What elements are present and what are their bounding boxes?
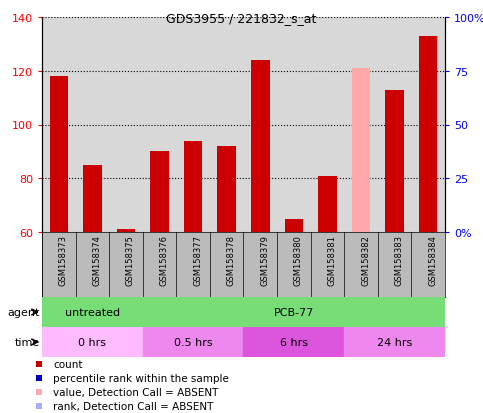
Bar [42,297,143,327]
Text: GSM158378: GSM158378 [227,235,236,285]
Text: 0.5 hrs: 0.5 hrs [174,337,213,347]
Text: GSM158382: GSM158382 [361,235,370,285]
Bar [419,37,438,233]
Text: GDS3955 / 221832_s_at: GDS3955 / 221832_s_at [166,12,317,25]
Bar [42,327,143,357]
Text: untreated: untreated [65,307,120,317]
Text: GSM158384: GSM158384 [428,235,437,285]
Text: 24 hrs: 24 hrs [377,337,412,347]
Bar [150,152,169,233]
Bar [143,297,445,327]
Text: GSM158377: GSM158377 [193,235,202,285]
Bar [217,147,236,233]
Text: GSM158374: GSM158374 [92,235,101,285]
Text: GSM158381: GSM158381 [327,235,337,285]
Bar [243,327,344,357]
Text: agent: agent [8,307,40,317]
Text: rank, Detection Call = ABSENT: rank, Detection Call = ABSENT [53,401,213,411]
Text: GSM158379: GSM158379 [260,235,270,285]
Text: percentile rank within the sample: percentile rank within the sample [53,373,229,383]
Bar [344,327,445,357]
Text: GSM158383: GSM158383 [395,235,404,285]
Text: GSM158380: GSM158380 [294,235,303,285]
Bar [143,327,243,357]
Bar [352,69,370,233]
Text: PCB-77: PCB-77 [274,307,314,317]
Text: time: time [14,337,40,347]
Text: value, Detection Call = ABSENT: value, Detection Call = ABSENT [53,387,218,397]
Text: GSM158376: GSM158376 [159,235,169,285]
Bar [83,166,101,233]
Bar [385,90,404,233]
Bar [318,176,337,233]
Text: GSM158373: GSM158373 [59,235,68,285]
Bar [184,141,202,233]
Bar [251,61,270,233]
Text: GSM158375: GSM158375 [126,235,135,285]
Text: 6 hrs: 6 hrs [280,337,308,347]
Text: count: count [53,359,83,369]
Bar [50,77,68,233]
Bar [117,230,135,233]
Text: 0 hrs: 0 hrs [78,337,106,347]
Bar [284,219,303,233]
